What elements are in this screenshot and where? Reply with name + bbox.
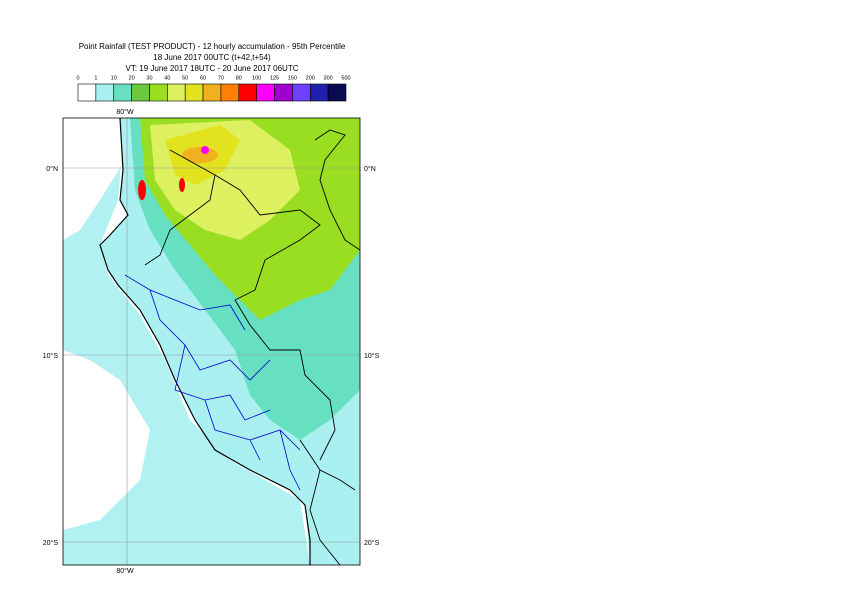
legend-swatch	[256, 83, 275, 102]
sea-clear	[63, 118, 125, 240]
coastline	[99, 118, 311, 565]
legend-label: 80	[236, 75, 242, 81]
legend-label: 70	[218, 75, 224, 81]
map-frame	[62, 117, 361, 566]
legend-label: 0	[76, 75, 79, 81]
lat-label: 10°S	[364, 352, 380, 360]
legend-label: 200	[306, 75, 315, 81]
legend-swatch	[274, 83, 293, 102]
legend-swatch	[167, 83, 186, 102]
legend-swatch	[113, 83, 132, 102]
legend-label: 20	[129, 75, 135, 81]
legend-label: 150	[288, 75, 297, 81]
legend-swatch	[131, 83, 150, 102]
legend-label: 300	[324, 75, 333, 81]
legend-swatch	[184, 83, 204, 102]
rain-core	[138, 180, 146, 200]
legend-swatch	[77, 83, 97, 102]
legend-label: 30	[146, 75, 152, 81]
legend-label: 50	[182, 75, 188, 81]
legend: 0 1 10 20 30 40 50 60 70 80 100 125 150 200 300 500	[76, 75, 351, 102]
legend-swatch	[238, 83, 257, 102]
legend-label: 125	[270, 75, 279, 81]
legend-swatch	[292, 83, 311, 102]
lon-label: 80°W	[116, 108, 134, 116]
title-line: Point Rainfall (TEST PRODUCT) - 12 hourl…	[79, 42, 346, 51]
legend-swatch	[327, 83, 347, 102]
legend-label: 500	[341, 75, 350, 81]
legend-swatch	[202, 83, 222, 102]
region-border	[124, 274, 301, 491]
rain-core	[179, 178, 185, 192]
legend-label: 40	[164, 75, 170, 81]
lat-label: 20°S	[364, 539, 380, 547]
legend-swatch	[149, 83, 168, 102]
rain-core	[182, 147, 218, 163]
country-border	[144, 129, 360, 565]
legend-label: 60	[200, 75, 206, 81]
lat-label: 20°S	[43, 539, 59, 547]
lat-label: 0°N	[364, 165, 376, 173]
rain-core	[201, 146, 209, 154]
legend-swatch	[220, 83, 240, 102]
legend-label: 1	[94, 75, 97, 81]
legend-label: 10	[111, 75, 117, 81]
legend-swatch	[309, 83, 329, 102]
sea-clear	[63, 410, 130, 480]
lat-label: 0°N	[46, 165, 58, 173]
title-line: 18 June 2017 00UTC (t+42,t+54)	[153, 53, 271, 62]
lat-label: 10°S	[43, 352, 59, 360]
title: Point Rainfall (TEST PRODUCT) - 12 hourl…	[79, 42, 346, 73]
legend-swatch	[95, 83, 115, 102]
title-line: VT: 19 June 2017 18UTC - 20 June 2017 06…	[126, 64, 299, 73]
map-area	[63, 118, 360, 565]
legend-label: 100	[252, 75, 261, 81]
lon-label: 80°W	[116, 567, 134, 575]
